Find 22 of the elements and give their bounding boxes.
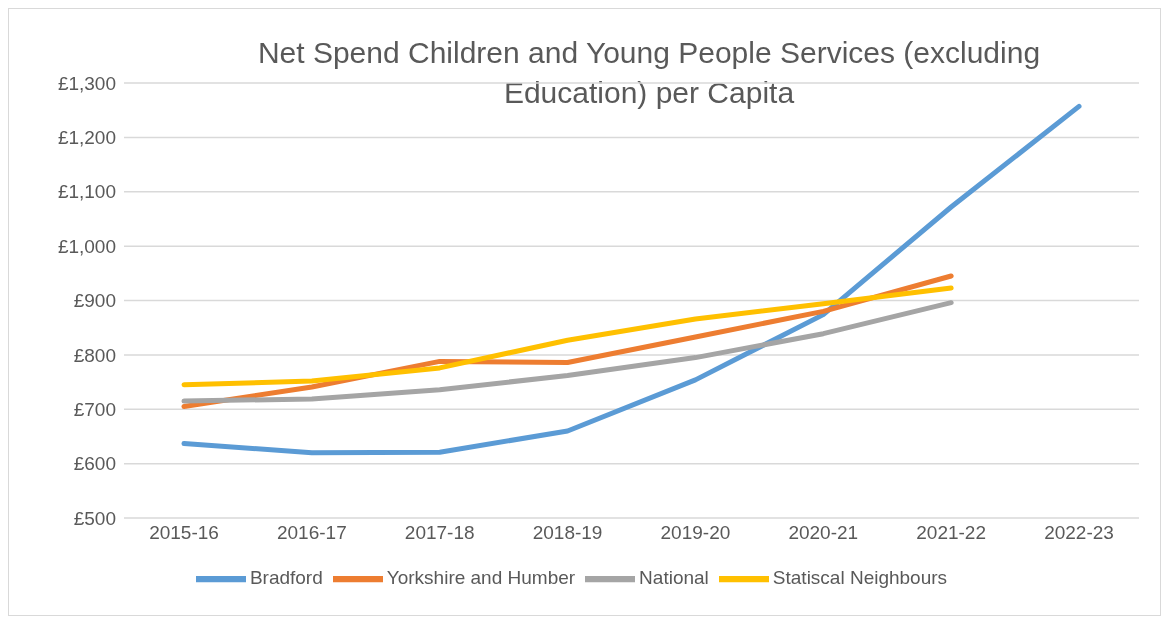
x-tick-label: 2020-21 — [788, 522, 859, 544]
x-tick-label: 2018-19 — [532, 522, 603, 544]
y-tick-label: £1,100 — [57, 181, 116, 203]
x-tick-label: 2016-17 — [276, 522, 347, 544]
y-tick-label: £500 — [73, 507, 116, 529]
x-tick-label: 2022-23 — [1044, 522, 1114, 544]
y-tick-label: £600 — [73, 453, 116, 475]
x-tick-label: 2019-20 — [660, 522, 731, 544]
legend-label: Statiscal Neighbours — [772, 567, 948, 589]
y-tick-label: £700 — [73, 398, 116, 420]
x-tick-label: 2017-18 — [404, 522, 475, 544]
legend-label: Bradford — [249, 567, 323, 589]
y-tick-label: £900 — [73, 290, 116, 312]
chart-title: Net Spend Children and Young People Services (excluding Education) per Capita — [256, 35, 1042, 111]
legend-label: Yorkshire and Humber — [386, 567, 576, 589]
y-tick-label: £1,000 — [57, 235, 116, 257]
legend-label: National — [639, 567, 709, 589]
y-tick-label: £1,300 — [57, 72, 116, 94]
x-tick-label: 2015-16 — [149, 522, 219, 544]
y-tick-label: £800 — [73, 344, 116, 366]
y-tick-label: £1,200 — [57, 127, 116, 149]
x-tick-label: 2021-22 — [916, 522, 987, 544]
